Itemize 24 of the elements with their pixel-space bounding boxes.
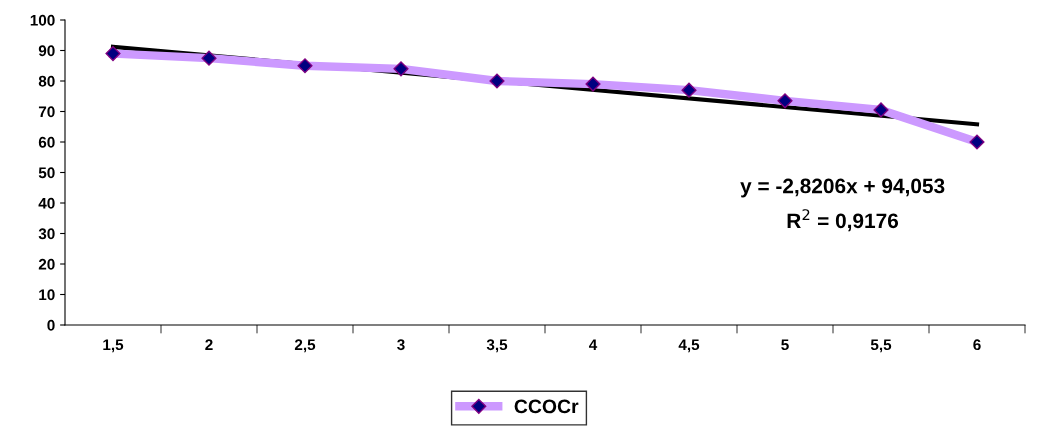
y-tick-label: 30: [38, 228, 55, 240]
y-tick-label: 90: [38, 45, 55, 57]
y-tick-label: 10: [39, 289, 55, 301]
x-tick-label: 3,5: [486, 339, 508, 353]
y-tick-label: 60: [38, 136, 55, 148]
x-tick-label: 6: [973, 339, 981, 351]
x-tick-label: 4,5: [678, 339, 700, 353]
x-tick-label: 1,5: [103, 339, 124, 353]
annotation: y = -2,8206x + 94,053: [740, 178, 945, 198]
y-tick-label: 100: [30, 14, 55, 26]
y-tick-label: 0: [47, 319, 55, 331]
y-tick-label: 20: [38, 258, 55, 270]
y-tick-label: 70: [38, 106, 55, 118]
y-tick-label: 80: [38, 75, 55, 87]
x-tick-label: 5: [781, 339, 789, 351]
x-tick-label: 4: [588, 339, 598, 350]
x-tick-label: 2,5: [294, 339, 316, 353]
y-tick-label: 40: [38, 197, 55, 209]
x-tick-label: 5,5: [870, 339, 892, 353]
legend-label: CCOCr: [514, 399, 579, 414]
annotation: R$^{2}$ = 0,9176: [787, 209, 899, 232]
y-tick-label: 50: [38, 167, 55, 179]
x-tick-label: 3: [397, 339, 405, 351]
x-tick-label: 2: [205, 339, 213, 350]
